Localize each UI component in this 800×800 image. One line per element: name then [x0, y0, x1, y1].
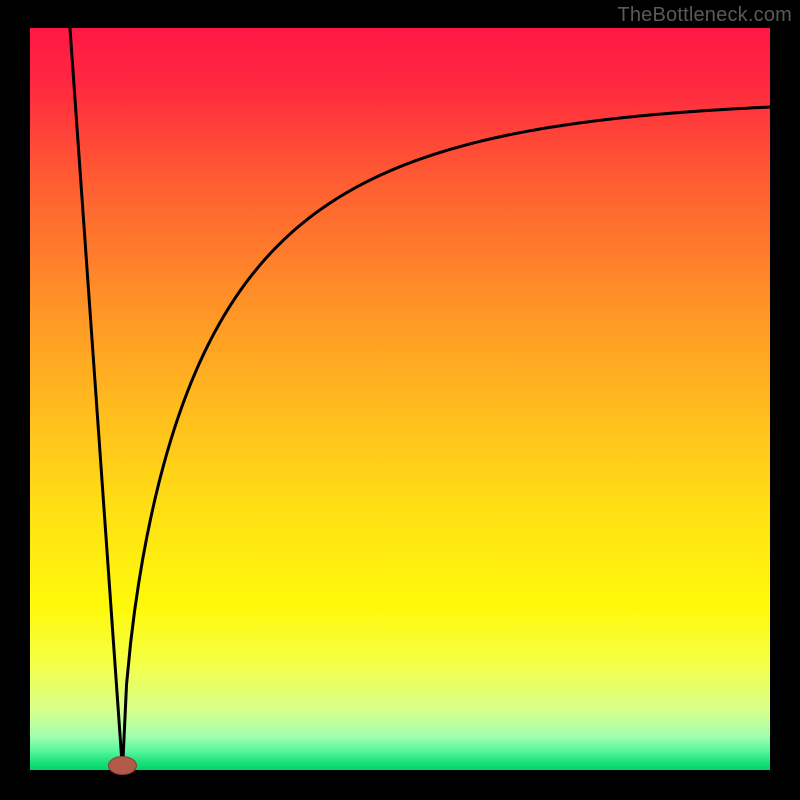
chart-canvas: TheBottleneck.com	[0, 0, 800, 800]
bottleneck-chart-svg	[0, 0, 800, 800]
gradient-plot-area	[30, 28, 770, 770]
valley-marker	[109, 757, 137, 775]
watermark-text: TheBottleneck.com	[617, 4, 792, 27]
